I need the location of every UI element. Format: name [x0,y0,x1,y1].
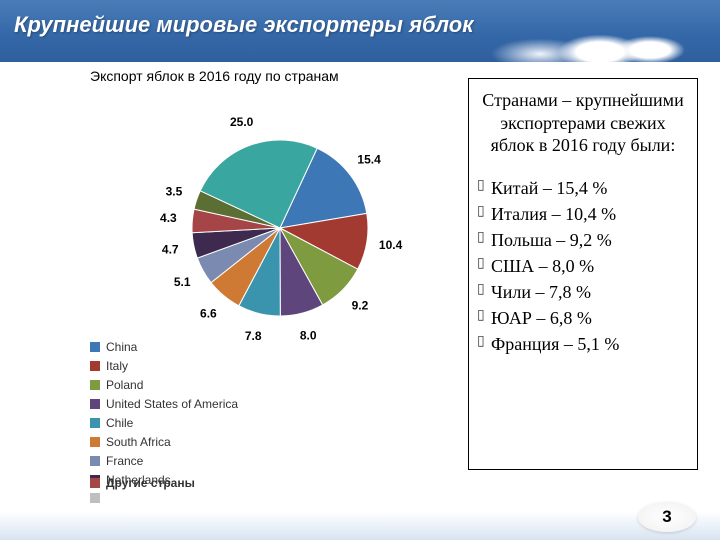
legend-label: Poland [106,376,143,394]
page-number-badge: 3 [638,502,696,532]
legend-swatch [90,418,100,428]
info-list-item: Китай – 15,4 % [477,175,689,201]
legend-label: France [106,452,143,470]
info-list-item: Польша – 9,2 % [477,227,689,253]
pie-data-label: 6.6 [200,306,217,320]
legend-row: China [90,338,238,356]
page-number: 3 [662,507,671,527]
info-box: Странами – крупнейшими экспортерами свеж… [468,78,698,470]
chart-area: Экспорт яблок в 2016 году по странам 15.… [10,68,440,498]
legend-label: Другие страны [106,474,195,492]
legend-swatch [90,493,100,503]
pie-data-label: 7.8 [245,329,262,343]
legend-row [90,493,238,503]
pie-data-label: 5.1 [174,275,191,289]
legend-swatch [90,342,100,352]
info-list-item: ЮАР – 6,8 % [477,305,689,331]
pie-svg: 15.4 10.4 9.2 8.0 7.8 6.6 5.1 4.7 4.3 3.5 25.0 [100,98,460,358]
pie-data-label: 9.2 [352,299,369,313]
info-list-item: Франция – 5,1 % [477,331,689,357]
slide-title: Крупнейшие мировые экспортеры яблок [14,12,473,38]
legend-row: Italy [90,357,238,375]
legend-row: France [90,452,238,470]
pie-data-label: 3.5 [166,184,183,198]
pie-data-label: 4.7 [162,243,179,257]
legend-label: China [106,338,137,356]
legend-row: Poland [90,376,238,394]
legend-label: United States of America [106,395,238,413]
pie-chart: 15.410.49.28.07.86.65.14.74.33.525.0 [100,98,280,278]
legend-label: South Africa [106,433,171,451]
info-list-item: Италия – 10,4 % [477,201,689,227]
legend-swatch [90,478,100,488]
info-list: Китай – 15,4 %Италия – 10,4 %Польша – 9,… [477,175,689,358]
info-list-item: Чили – 7,8 % [477,279,689,305]
legend-swatch [90,399,100,409]
legend-label: Italy [106,357,128,375]
legend-label: Chile [106,414,133,432]
info-intro: Странами – крупнейшими экспортерами свеж… [477,89,689,157]
legend-swatch [90,380,100,390]
legend-swatch [90,456,100,466]
legend-row: South Africa [90,433,238,451]
legend-row: Chile [90,414,238,432]
pie-data-label: 8.0 [300,329,317,343]
pie-data-label: 15.4 [357,152,381,166]
legend-swatch [90,437,100,447]
chart-title: Экспорт яблок в 2016 году по странам [90,68,339,84]
legend-swatch [90,361,100,371]
pie-data-label: 25.0 [230,115,254,129]
chart-legend: ChinaItalyPolandUnited States of America… [90,338,238,504]
legend-row: United States of America [90,395,238,413]
info-list-item: США – 8,0 % [477,253,689,279]
pie-data-label: 4.3 [160,211,177,225]
footer-bar [0,512,720,540]
legend-row: Другие страны [90,474,238,492]
pie-data-label: 10.4 [379,238,403,252]
